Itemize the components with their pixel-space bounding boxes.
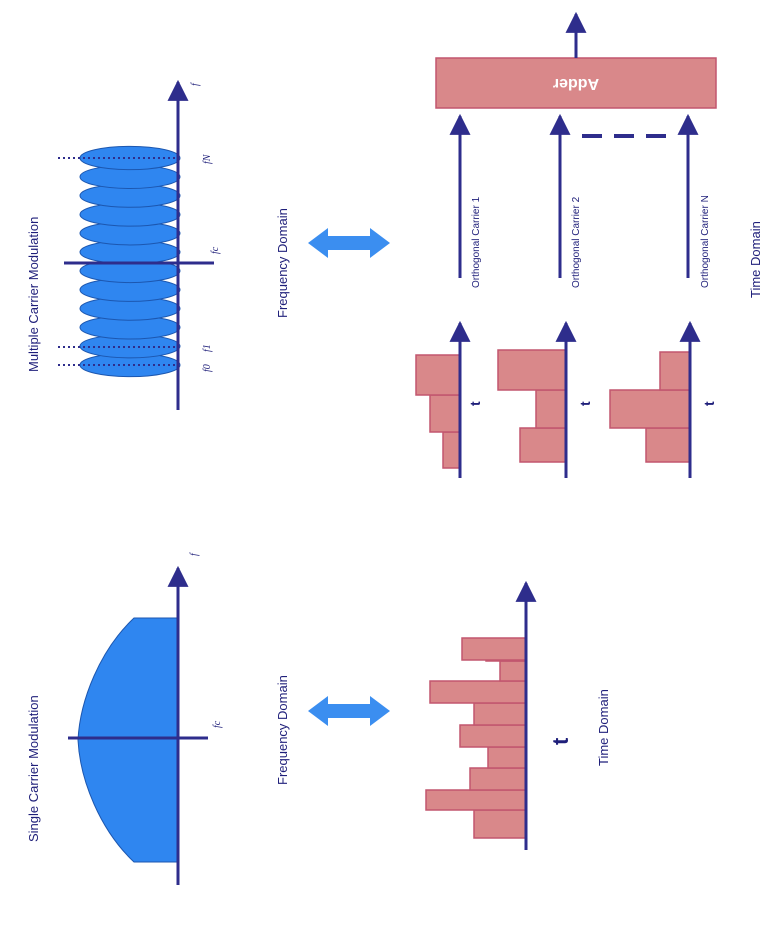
- single-time-bar: [425, 789, 527, 811]
- single-domain-arrow: [308, 696, 390, 726]
- carrier1-time-bar: [415, 354, 461, 396]
- multi-time-domain-label: Time Domain: [748, 221, 763, 298]
- carrierN-time-bar: [645, 427, 691, 463]
- carrierN-t-label: t: [701, 401, 717, 406]
- single-carrier-section: Single Carrier Modulation f fc Frequency…: [26, 552, 611, 885]
- single-time-bar: [461, 637, 527, 661]
- single-time-bar: [487, 746, 527, 769]
- single-title: Single Carrier Modulation: [26, 695, 41, 842]
- carrierN-label: Orthogonal Carrier N: [700, 195, 711, 288]
- carrier1-t-label: t: [467, 401, 483, 406]
- single-time-bar: [469, 767, 527, 791]
- carrier2-time-bar: [497, 349, 567, 391]
- single-time-bar: [429, 680, 527, 704]
- carrier2-time-bar: [535, 389, 567, 429]
- carrier2-label: Orthogonal Carrier 2: [571, 196, 582, 288]
- single-time-bar: [473, 809, 527, 839]
- single-t-label: t: [548, 737, 573, 745]
- carrier1-time-bar: [429, 394, 461, 433]
- single-time-bar: [473, 702, 527, 726]
- single-time-bar: [459, 724, 527, 748]
- adder-label: Adder: [553, 75, 599, 92]
- carrier1-time-bar: [442, 431, 461, 469]
- multi-fN-label: fN: [202, 153, 213, 164]
- multi-time-bars: [415, 349, 691, 469]
- multi-domain-arrow: [308, 228, 390, 258]
- multi-f0-label: f0: [202, 364, 213, 372]
- carrier2-time-bar: [519, 427, 567, 463]
- single-freq-domain-label: Frequency Domain: [275, 675, 290, 785]
- carrier1-label: Orthogonal Carrier 1: [471, 196, 482, 288]
- multi-fc-label: fc: [210, 246, 221, 254]
- multi-freq-domain-label: Frequency Domain: [275, 208, 290, 318]
- multi-carrier-section: Multiple Carrier Modulation f f0 f1 fc f…: [26, 11, 763, 478]
- carrierN-time-bar: [609, 389, 691, 429]
- multi-f1-label: f1: [202, 344, 213, 352]
- adder-block: [435, 57, 717, 109]
- multi-axis-f-label: f: [190, 82, 201, 86]
- single-fc-label: fc: [212, 720, 223, 728]
- multi-carrier-subcarriers: [79, 145, 181, 378]
- single-time-bars: [425, 637, 527, 839]
- carrier2-t-label: t: [577, 401, 593, 406]
- single-carrier-spectrum: [77, 617, 179, 863]
- single-axis-f-label: f: [189, 552, 200, 556]
- single-time-domain-label: Time Domain: [596, 689, 611, 766]
- single-time-bar: [499, 660, 527, 682]
- carrierN-time-bar: [659, 351, 691, 391]
- multi-title: Multiple Carrier Modulation: [26, 217, 41, 372]
